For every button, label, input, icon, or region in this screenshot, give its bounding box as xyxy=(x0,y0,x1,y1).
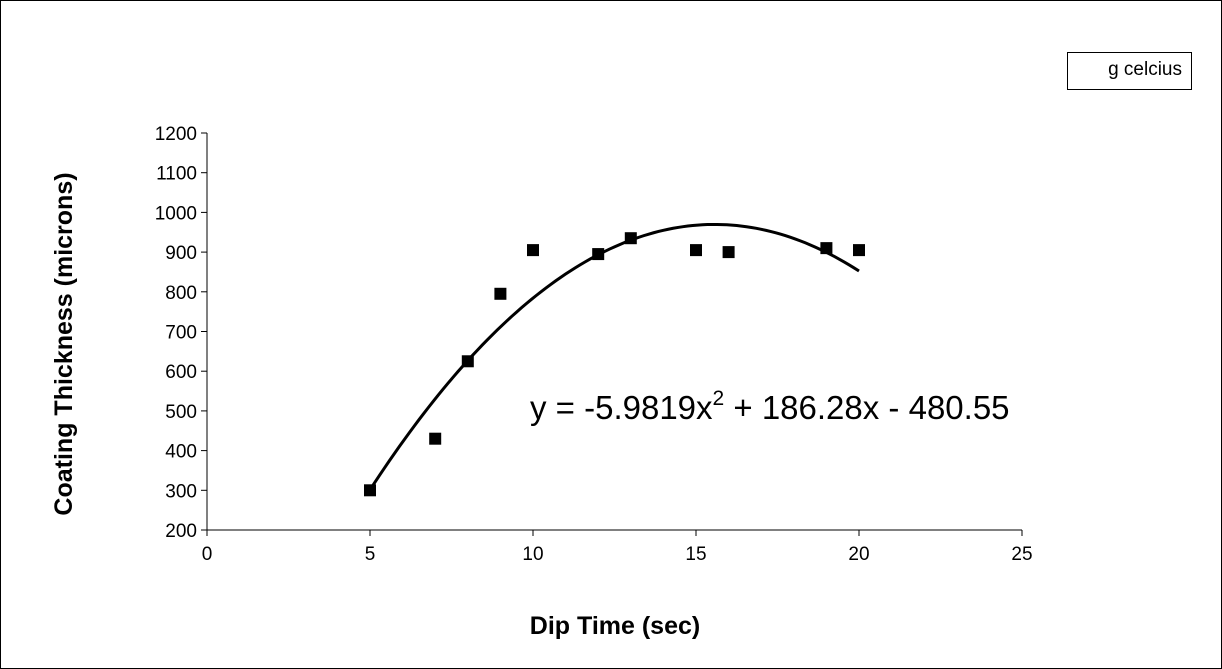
y-axis-title: Coating Thickness (microns) xyxy=(50,172,78,515)
x-tick-label: 10 xyxy=(522,544,543,565)
data-point xyxy=(527,244,539,257)
data-point xyxy=(722,246,735,259)
x-tick-label: 15 xyxy=(685,544,706,565)
trendline-equation: y = -5.9819x2 + 186.28x - 480.55 xyxy=(530,387,1010,426)
legend-label: g celcius xyxy=(1108,59,1182,80)
y-tick-label: 700 xyxy=(165,323,197,344)
axes xyxy=(206,133,1022,531)
y-tick-label: 600 xyxy=(165,362,197,383)
y-tick-label: 200 xyxy=(165,521,197,542)
equation-prefix: y = -5.9819x xyxy=(530,389,713,426)
x-tick-label: 0 xyxy=(202,544,213,565)
y-tick-label: 900 xyxy=(165,243,197,264)
legend: g celcius xyxy=(1067,52,1192,90)
y-tick-label: 400 xyxy=(165,442,197,463)
x-tick-label: 20 xyxy=(848,544,869,565)
equation-suffix: + 186.28x - 480.55 xyxy=(724,389,1009,426)
data-point xyxy=(624,232,637,245)
y-tick-label: 1200 xyxy=(155,124,197,145)
equation-exponent: 2 xyxy=(713,387,725,410)
x-axis-title: Dip Time (sec) xyxy=(530,612,700,640)
y-tick-label: 300 xyxy=(165,481,197,502)
data-point xyxy=(592,248,605,261)
y-tick-label: 1000 xyxy=(155,203,197,224)
data-point xyxy=(690,244,702,257)
trendline xyxy=(368,222,860,491)
data-point xyxy=(461,355,474,368)
data-point xyxy=(853,244,865,257)
y-tick-label: 500 xyxy=(165,402,197,423)
x-tick-label: 5 xyxy=(365,544,376,565)
data-point xyxy=(494,287,507,300)
data-point xyxy=(364,484,376,497)
x-tick-label: 25 xyxy=(1011,544,1032,565)
trendline-group xyxy=(368,222,860,491)
data-point xyxy=(429,432,442,445)
y-tick-label: 800 xyxy=(165,283,197,304)
data-point xyxy=(820,242,833,255)
y-tick-label: 1100 xyxy=(156,164,197,185)
data-points xyxy=(364,232,865,497)
ticks: 200 300 400 500 600 700 800 900 1000 1100 1200 0 5 10… xyxy=(155,124,1033,565)
